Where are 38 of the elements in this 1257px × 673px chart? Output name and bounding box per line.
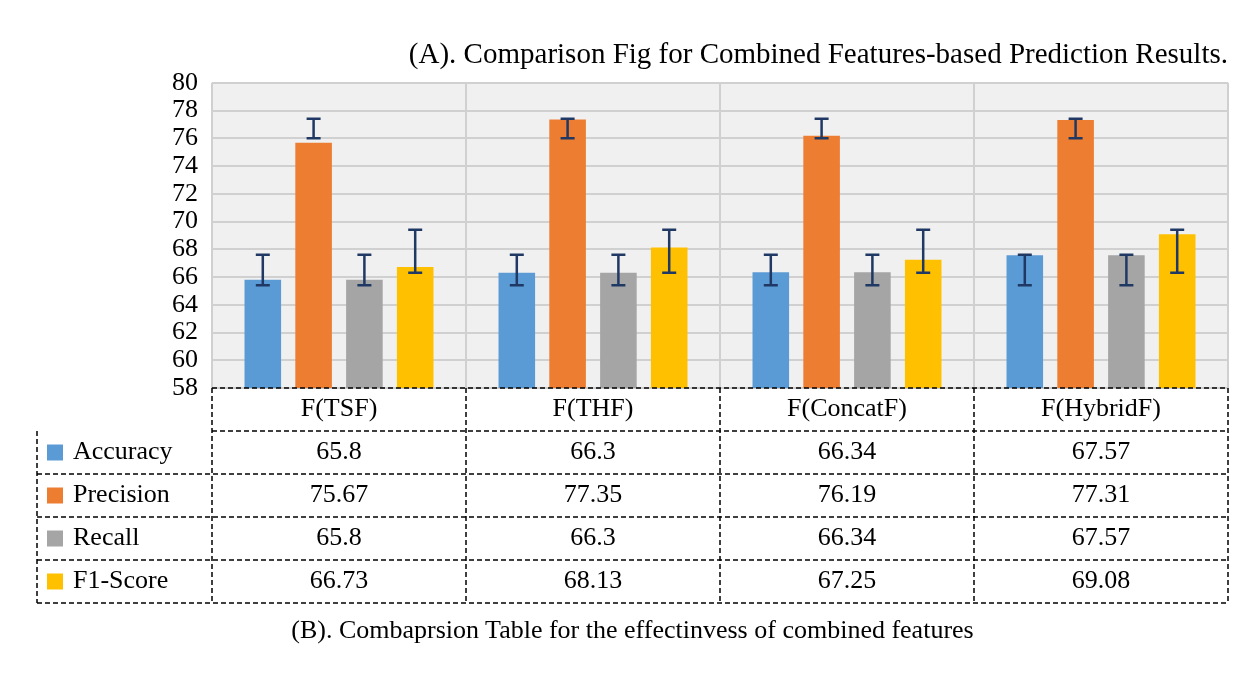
data-label: 69.08 bbox=[1071, 565, 1131, 595]
y-tick-label: 72 bbox=[172, 177, 198, 207]
chart-title: (A). Comparison Fig for Combined Features-based Prediction Results. bbox=[408, 37, 1228, 71]
data-label: 65.8 bbox=[316, 436, 362, 466]
data-label: 67.57 bbox=[1071, 436, 1131, 466]
x-tick-label: F(ConcatF) bbox=[787, 393, 907, 423]
y-tick-label: 66 bbox=[172, 260, 198, 290]
y-tick-label: 78 bbox=[172, 94, 198, 124]
y-tick-label: 80 bbox=[172, 66, 198, 96]
data-label: 66.34 bbox=[817, 436, 877, 466]
y-tick-label: 60 bbox=[172, 344, 198, 374]
y-tick-label: 68 bbox=[172, 233, 198, 263]
legend-label: Precision bbox=[73, 479, 170, 509]
data-label: 77.35 bbox=[563, 479, 623, 509]
y-tick-label: 62 bbox=[172, 316, 198, 346]
text: (B). Combaprsion Table for the effectinvess of combined features bbox=[291, 614, 974, 644]
legend-label: Accuracy bbox=[73, 436, 173, 466]
legend-label: Recall bbox=[73, 522, 140, 552]
data-label: 76.19 bbox=[817, 479, 877, 509]
y-tick-label: 70 bbox=[172, 205, 198, 235]
y-tick-label: 58 bbox=[172, 371, 198, 401]
data-label: 67.25 bbox=[817, 565, 877, 595]
data-label: 66.34 bbox=[817, 522, 877, 552]
data-label: 77.31 bbox=[1071, 479, 1131, 509]
x-tick-label: F(TSF) bbox=[300, 393, 378, 423]
data-label: 65.8 bbox=[316, 522, 362, 552]
data-label: 75.67 bbox=[309, 479, 369, 509]
data-label: 66.3 bbox=[570, 522, 616, 552]
data-label: 67.57 bbox=[1071, 522, 1131, 552]
y-tick-label: 76 bbox=[172, 122, 198, 152]
data-label: 66.73 bbox=[309, 565, 369, 595]
x-tick-label: F(HybridF) bbox=[1041, 393, 1161, 423]
x-tick-label: F(THF) bbox=[552, 393, 634, 423]
data-label: 68.13 bbox=[563, 565, 623, 595]
legend-label: F1-Score bbox=[73, 565, 169, 595]
data-label: 66.3 bbox=[570, 436, 616, 466]
y-tick-label: 74 bbox=[172, 149, 198, 179]
y-tick-label: 64 bbox=[172, 288, 198, 318]
